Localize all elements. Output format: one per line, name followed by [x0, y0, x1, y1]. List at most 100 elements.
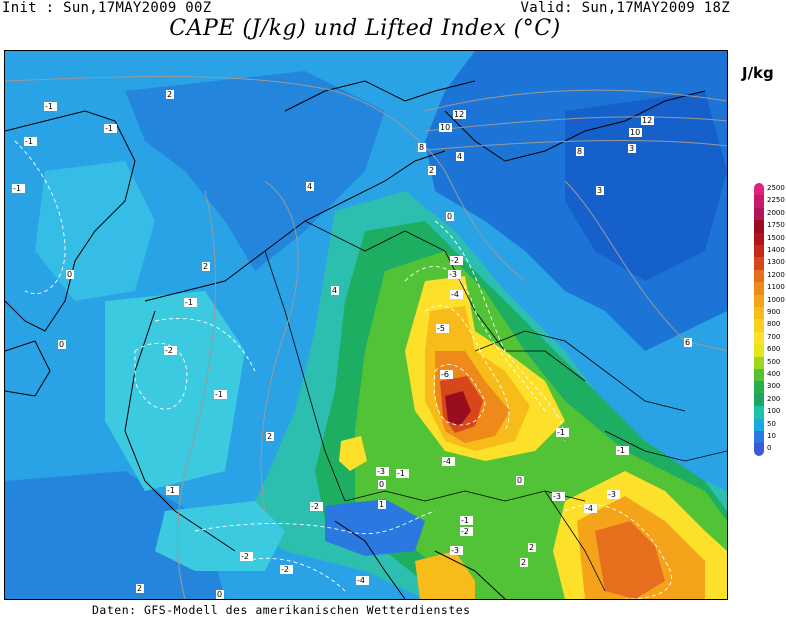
- colorbar-tick-label: 1300: [767, 258, 785, 267]
- contour-label-bg: [556, 428, 569, 437]
- contour-label-bg: [280, 565, 293, 574]
- li-contours: [14, 140, 672, 599]
- init-time-label: Init : Sun,17MAY2009 00Z: [2, 0, 212, 16]
- contour-label-bg: [428, 166, 436, 175]
- border-fr-de: [264, 250, 346, 502]
- contour-label-bg: [629, 128, 642, 137]
- contour-label: 3: [629, 144, 634, 153]
- contour-label-bg: [44, 102, 57, 111]
- contour-label: -1: [185, 298, 193, 307]
- contour-label-bg: [136, 584, 144, 593]
- colorbar-tick-label: 1400: [767, 246, 785, 254]
- colorbar-tick-label: 2500: [767, 184, 785, 192]
- field-red-se: [595, 521, 665, 599]
- colorbar-segment: [754, 245, 764, 258]
- contour-label-bg: [24, 137, 37, 146]
- contour-label-bg: [460, 527, 473, 536]
- coast-italy-west: [334, 520, 406, 599]
- borders: [264, 220, 727, 592]
- contour-label-bg: [450, 290, 463, 299]
- contour-label: 10: [630, 128, 640, 137]
- gray-contour-c: [424, 116, 727, 132]
- border-hu-ro: [604, 430, 727, 462]
- contour-label-bg: [450, 546, 463, 555]
- colorbar-tick-label: 500: [767, 357, 781, 366]
- contour-label-bg: [202, 262, 210, 271]
- contour-label: 2: [167, 90, 172, 99]
- contour-label: 6: [685, 338, 690, 347]
- contour-label: 12: [454, 110, 464, 119]
- contour-label: -2: [311, 502, 319, 511]
- colorbar-tick-label: 10: [767, 432, 776, 440]
- colorbar-segment: [754, 431, 764, 444]
- contour-label-bg: [214, 390, 227, 399]
- contour-label-bg: [641, 116, 654, 125]
- colorbar-segment: [754, 282, 764, 295]
- field-low-north: [125, 71, 385, 271]
- field-yellow-small: [339, 436, 367, 471]
- contour-label-bg: [104, 124, 117, 133]
- li-contour-i: [244, 557, 346, 592]
- field-blue-alps: [325, 499, 425, 556]
- li-contour-d: [433, 364, 486, 426]
- colorbar-segment: [754, 356, 764, 369]
- contour-labels: -1 -1 -1 -1 -1 -1 -1 -1 -1 -1 -1 -2 -2 -2 -2 -2 -2 -3 -3 -3…: [12, 90, 692, 599]
- colorbar-segment: [754, 183, 764, 196]
- colorbar-tick-label: 800: [767, 320, 781, 329]
- colorbar-segment: [754, 406, 764, 419]
- colorbar-segment: [754, 307, 764, 320]
- contour-label: -2: [461, 527, 469, 536]
- contour-label-bg: [240, 552, 253, 561]
- contour-label: -1: [617, 446, 625, 455]
- contour-label-bg: [166, 486, 179, 495]
- contour-label: -1: [25, 137, 33, 146]
- li-contour-a: [434, 220, 566, 442]
- contour-label-bg: [596, 186, 604, 195]
- contour-label: -4: [357, 576, 365, 585]
- map-title: CAPE (J/kg) und Lifted Index (°C): [169, 16, 561, 41]
- colorbar-segment: [754, 232, 764, 245]
- colorbar-segment: [754, 369, 764, 382]
- colorbar-segment: [754, 319, 764, 332]
- contour-label-bg: [356, 576, 369, 585]
- contour-label: -1: [45, 102, 53, 111]
- contour-label-bg: [66, 270, 74, 279]
- colorbar-segment: [754, 294, 764, 307]
- contour-label-bg: [460, 516, 473, 525]
- contour-label: -4: [451, 290, 459, 299]
- contour-label-bg: [584, 504, 597, 513]
- contour-label: -3: [553, 492, 561, 501]
- contour-label-bg: [440, 370, 453, 379]
- colorbar-segment: [754, 220, 764, 233]
- contour-label: -3: [449, 270, 457, 279]
- contour-label-bg: [310, 502, 323, 511]
- field-red-core: [445, 391, 471, 426]
- gray-contour-b: [424, 89, 727, 112]
- unit-label: J/kg: [742, 64, 774, 82]
- contour-label: 8: [419, 143, 424, 152]
- colorbar-tick-label: 1500: [767, 233, 785, 242]
- contour-label-bg: [450, 256, 463, 265]
- contour-label-bg: [266, 432, 274, 441]
- contour-label-bg: [12, 184, 25, 193]
- contour-label: 2: [267, 432, 272, 441]
- contour-label: -1: [167, 486, 175, 495]
- contour-label: 12: [642, 116, 652, 125]
- field-cyan-france: [105, 291, 245, 491]
- contour-label-bg: [184, 298, 197, 307]
- colorbar-tick-label: 200: [767, 394, 781, 403]
- cape-map-canvas: -1 -1 -1 -1 -1 -1 -1 -1 -1 -1 -1 -2 -2 -2 -2 -2 -2 -3 -3 -3…: [5, 51, 727, 599]
- coast-ireland: [5, 340, 51, 397]
- gray-contour-g: [564, 180, 727, 352]
- contour-label: 8: [577, 147, 582, 156]
- contour-label: -3: [451, 546, 459, 555]
- colorbar-tick-label: 700: [767, 332, 781, 341]
- contour-label: 0: [217, 590, 222, 599]
- contour-label-bg: [616, 446, 629, 455]
- colorbar-segment: [754, 381, 764, 394]
- contour-label: 0: [59, 340, 64, 349]
- contour-label: -2: [281, 565, 289, 574]
- colorbar-segment: [754, 344, 764, 357]
- contour-label: 1: [379, 500, 384, 509]
- colorbar-tick-label: 400: [767, 370, 781, 378]
